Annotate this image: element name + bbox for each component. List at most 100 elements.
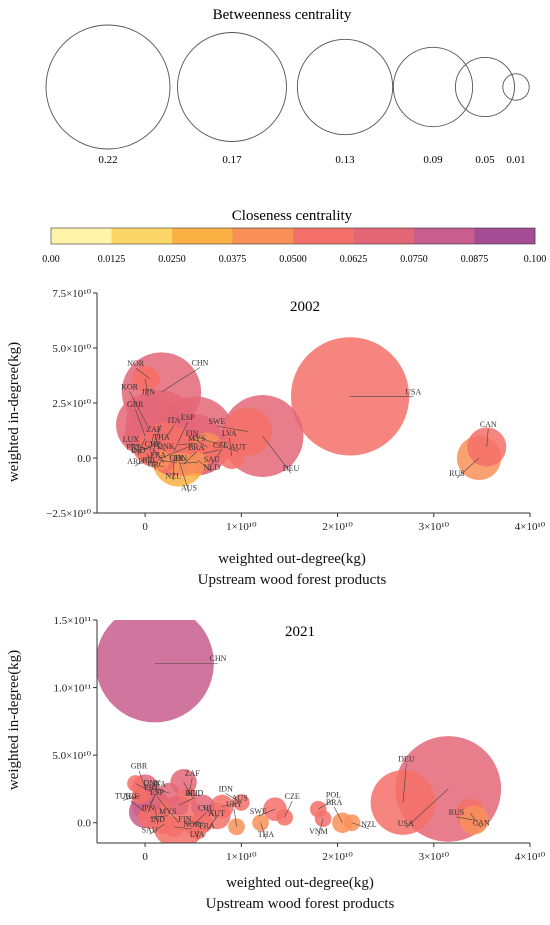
point-label: BEL — [185, 789, 200, 798]
point-label: JPN — [142, 388, 156, 397]
leader-line — [193, 812, 207, 826]
leader-line — [202, 449, 221, 454]
point-label: TUR — [115, 791, 132, 800]
point-label: NZL — [361, 820, 377, 829]
point-label: RUS — [449, 469, 465, 478]
betweenness-label: 0.13 — [335, 154, 355, 166]
leader-line — [149, 433, 155, 452]
leader-line — [144, 378, 149, 397]
colorbar-segment — [232, 228, 294, 244]
chart-2002-ylabel: weighted in-degree(kg) — [6, 342, 22, 482]
point-label: SAU — [142, 825, 158, 834]
betweenness-circle — [177, 32, 287, 142]
bubble-deu — [370, 770, 436, 835]
point-label: RUS — [449, 808, 465, 817]
point-label: CHN — [209, 654, 226, 663]
leader-line — [146, 453, 157, 470]
colorbar-tick-label: 0.0250 — [158, 254, 186, 265]
chart-2021-ylabel: weighted in-degree(kg) — [6, 650, 22, 790]
leader-line — [196, 830, 199, 840]
leader-line — [135, 783, 152, 793]
betweenness-label: 0.01 — [506, 154, 525, 166]
leader-line — [211, 449, 223, 465]
y-tick-label: 7.5×10¹⁰ — [52, 288, 91, 300]
point-label: IND — [151, 815, 165, 824]
leader-line — [318, 799, 334, 810]
leader-line — [178, 442, 197, 446]
point-label: NZL — [165, 471, 181, 480]
leader-line — [137, 438, 146, 455]
leader-line — [405, 788, 449, 829]
leader-line — [222, 802, 240, 807]
leader-line — [129, 391, 148, 426]
point-label: MYS — [188, 434, 205, 443]
leader-line — [122, 795, 141, 801]
betweenness-label: 0.17 — [222, 154, 242, 166]
chart-2002: USARUSCANDEUSWECHNBELKORAUTFRAESPAUSFINC… — [46, 288, 546, 533]
x-tick-label: 3×10¹⁰ — [419, 521, 450, 533]
leader-line — [191, 437, 208, 448]
x-tick-label: 2×10¹⁰ — [322, 521, 353, 533]
y-tick-label: 2.5×10¹⁰ — [52, 398, 91, 410]
point-label: PRT — [126, 443, 140, 452]
leader-line — [260, 822, 267, 840]
point-label: VNM — [309, 827, 328, 836]
point-label: DNK — [157, 442, 175, 451]
y-tick-label: 5.0×10¹⁰ — [52, 343, 91, 355]
x-tick-label: 0 — [142, 521, 148, 533]
point-label: AUS — [181, 483, 197, 492]
point-label: JPN — [141, 803, 155, 812]
x-tick-label: 1×10¹⁰ — [226, 521, 257, 533]
point-label: LVA — [190, 830, 205, 839]
colorbar-tick-label: 0.00 — [42, 254, 60, 265]
point-label: MYS — [159, 807, 176, 816]
y-tick-label: 1.5×10¹¹ — [53, 615, 91, 627]
point-label: NLD — [204, 463, 221, 472]
y-tick-label: 5.0×10¹⁰ — [52, 750, 91, 762]
point-label: KOR — [121, 382, 139, 391]
closeness-colorbar: 0.00 0.0125 0.0250 0.0375 0.0500 0.0625 0.0750… — [42, 227, 546, 265]
point-label: DNK — [143, 779, 161, 788]
leader-line — [172, 462, 175, 481]
leader-line — [178, 460, 190, 493]
leader-line — [161, 367, 201, 393]
point-label: GBR — [127, 400, 144, 409]
leader-line — [333, 806, 343, 823]
point-label: BRA — [326, 798, 343, 807]
colorbar-segment — [111, 228, 173, 244]
y-tick-label: 0.0 — [77, 453, 91, 465]
leader-line — [134, 408, 146, 437]
leader-line — [164, 425, 175, 441]
betweenness-label: 0.05 — [475, 154, 495, 166]
closeness-title: Closeness centrality — [232, 208, 353, 224]
colorbar-segment — [172, 228, 233, 244]
leader-line — [133, 446, 151, 452]
leader-line — [184, 822, 203, 824]
point-label: NLD — [187, 789, 204, 798]
point-label: ZAF — [146, 425, 162, 434]
point-label: IDN — [219, 784, 233, 793]
point-label: ITA — [153, 780, 166, 789]
chart-2021-caption: Upstream wood forest products — [206, 896, 395, 912]
point-label: CAN — [473, 819, 490, 828]
betweenness-legend: 0.22 0.17 0.13 0.09 0.05 0.01 — [45, 24, 530, 166]
point-label: URY — [226, 800, 243, 809]
y-tick-label: 0.0 — [77, 818, 91, 830]
chart-2002-caption: Upstream wood forest products — [198, 572, 387, 588]
leader-line — [229, 437, 233, 456]
point-label: LVA — [222, 429, 237, 438]
point-label: FIN — [186, 429, 199, 438]
x-tick-label: 3×10¹⁰ — [419, 851, 450, 863]
point-label: CHL — [198, 804, 214, 813]
betweenness-label: 0.22 — [98, 154, 117, 166]
point-label: ARE — [123, 792, 139, 801]
x-tick-label: 0 — [142, 851, 148, 863]
point-label: FIN — [178, 815, 191, 824]
leader-line — [180, 462, 199, 464]
point-label: PRT — [144, 783, 158, 792]
leader-line — [318, 818, 324, 837]
leader-line — [486, 429, 489, 448]
leader-line — [351, 822, 370, 830]
leader-line — [130, 800, 146, 813]
point-label: SWE — [208, 417, 225, 426]
